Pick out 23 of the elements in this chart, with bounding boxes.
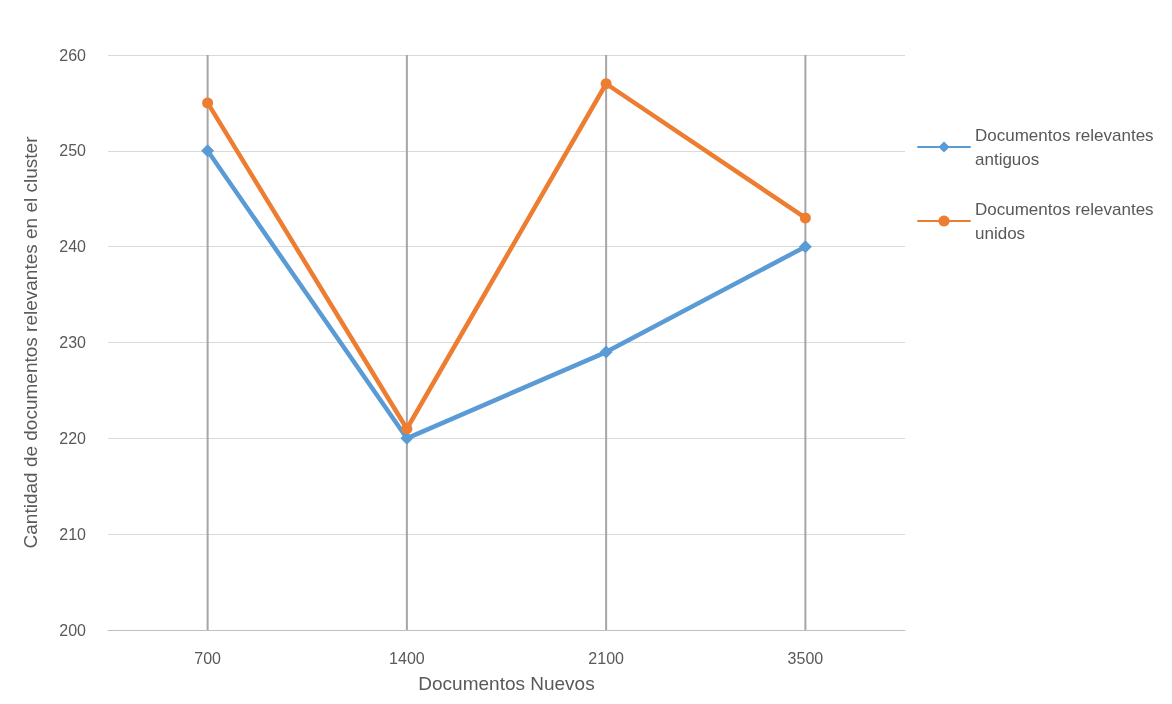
x-tick-label: 700 [194,649,222,667]
legend-label: Documentos relevantes unidos [975,199,1159,243]
y-tick-label: 220 [59,429,87,447]
point [202,97,214,109]
x-tick-label: 2100 [588,649,625,667]
y-tick-label: 210 [59,525,87,543]
y-tick-label: 240 [59,238,87,256]
point [798,240,812,254]
x-tick-label: 3500 [787,649,824,667]
y-tick-label: 200 [59,621,87,639]
point [201,144,215,158]
point [599,345,613,359]
point [400,431,414,445]
point [600,78,612,90]
y-tick-label: 250 [59,142,87,160]
y-axis-title: Cantidad de documentos relevantes en el cluster [20,135,41,549]
x-tick-label: 1400 [389,649,425,667]
point [799,212,811,224]
y-tick-label: 260 [59,46,87,64]
legend-label: Documentos relevantes antiguos [975,125,1159,169]
y-tick-label: 230 [59,334,87,351]
point [401,423,413,435]
x-axis-title: Documentos Nuevos [418,673,595,694]
